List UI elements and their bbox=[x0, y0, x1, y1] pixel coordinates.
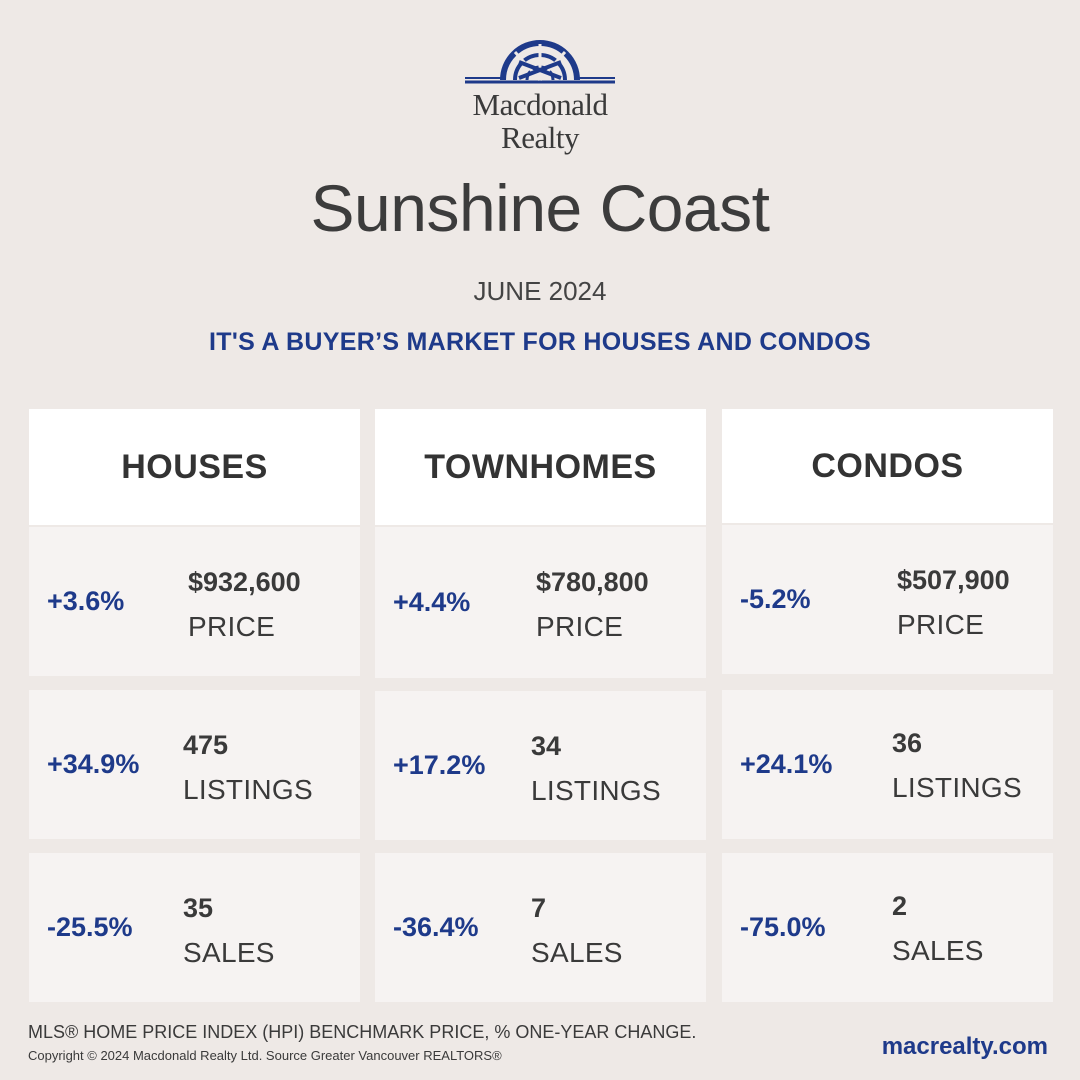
sales-label: SALES bbox=[892, 935, 984, 966]
listings-change: +17.2% bbox=[393, 750, 486, 780]
price-value: $932,600 bbox=[188, 567, 301, 597]
column-header: HOUSES bbox=[29, 409, 360, 525]
copyright-notice: Copyright © 2024 Macdonald Realty Ltd. S… bbox=[28, 1048, 502, 1063]
sales-value: 7 bbox=[531, 893, 547, 923]
logo-name-line1: Macdonald bbox=[472, 87, 608, 122]
hpi-footnote: MLS® HOME PRICE INDEX (HPI) BENCHMARK PR… bbox=[28, 1022, 697, 1042]
sales-value: 35 bbox=[183, 893, 214, 923]
houses-listings-card: +34.9% 475 LISTINGS bbox=[29, 690, 360, 839]
townhomes-sales-card: -36.4% 7 SALES bbox=[375, 853, 706, 1002]
listings-change: +24.1% bbox=[740, 749, 833, 779]
sales-label: SALES bbox=[531, 937, 623, 968]
sales-change: -75.0% bbox=[740, 912, 826, 942]
houses-sales-card: -25.5% 35 SALES bbox=[29, 853, 360, 1002]
listings-label: LISTINGS bbox=[892, 772, 1022, 803]
price-change: +4.4% bbox=[393, 587, 471, 617]
price-value: $780,800 bbox=[536, 567, 649, 597]
brand-logo: Macdonald Realty bbox=[0, 38, 1080, 154]
listings-value: 36 bbox=[892, 728, 923, 758]
price-label: PRICE bbox=[897, 609, 985, 640]
townhomes-column: TOWNHOMES +4.4% $780,800 PRICE +17.2% 34… bbox=[375, 409, 706, 1002]
website-link[interactable]: macrealty.com bbox=[881, 1033, 1048, 1060]
market-tagline: IT'S A BUYER’S MARKET FOR HOUSES AND CON… bbox=[209, 328, 871, 356]
listings-value: 34 bbox=[531, 731, 562, 761]
price-change: -5.2% bbox=[740, 584, 811, 614]
column-header: CONDOS bbox=[722, 409, 1053, 523]
condos-sales-card: -75.0% 2 SALES bbox=[722, 853, 1053, 1002]
price-label: PRICE bbox=[536, 611, 624, 642]
houses-price-card: +3.6% $932,600 PRICE bbox=[29, 527, 360, 676]
sales-value: 2 bbox=[892, 891, 908, 921]
price-label: PRICE bbox=[188, 611, 276, 642]
sales-change: -25.5% bbox=[47, 912, 133, 942]
listings-label: LISTINGS bbox=[531, 775, 661, 806]
column-header: TOWNHOMES bbox=[375, 409, 706, 525]
sales-label: SALES bbox=[183, 937, 275, 968]
page-title: Sunshine Coast bbox=[310, 171, 770, 245]
townhomes-listings-card: +17.2% 34 LISTINGS bbox=[375, 691, 706, 840]
houses-column: HOUSES +3.6% $932,600 PRICE +34.9% 475 L… bbox=[29, 409, 360, 1002]
page-subtitle: JUNE 2024 bbox=[473, 276, 607, 306]
condos-column: CONDOS -5.2% $507,900 PRICE +24.1% 36 LI… bbox=[722, 409, 1053, 1002]
listings-label: LISTINGS bbox=[183, 774, 313, 805]
logo-name-line2: Realty bbox=[501, 120, 579, 155]
sales-change: -36.4% bbox=[393, 912, 479, 942]
condos-price-card: -5.2% $507,900 PRICE bbox=[722, 525, 1053, 674]
price-change: +3.6% bbox=[47, 586, 125, 616]
condos-listings-card: +24.1% 36 LISTINGS bbox=[722, 690, 1053, 839]
listings-change: +34.9% bbox=[47, 749, 140, 779]
price-value: $507,900 bbox=[897, 565, 1010, 595]
logo-emblem-icon bbox=[465, 40, 615, 84]
townhomes-price-card: +4.4% $780,800 PRICE bbox=[375, 527, 706, 678]
listings-value: 475 bbox=[183, 730, 229, 760]
